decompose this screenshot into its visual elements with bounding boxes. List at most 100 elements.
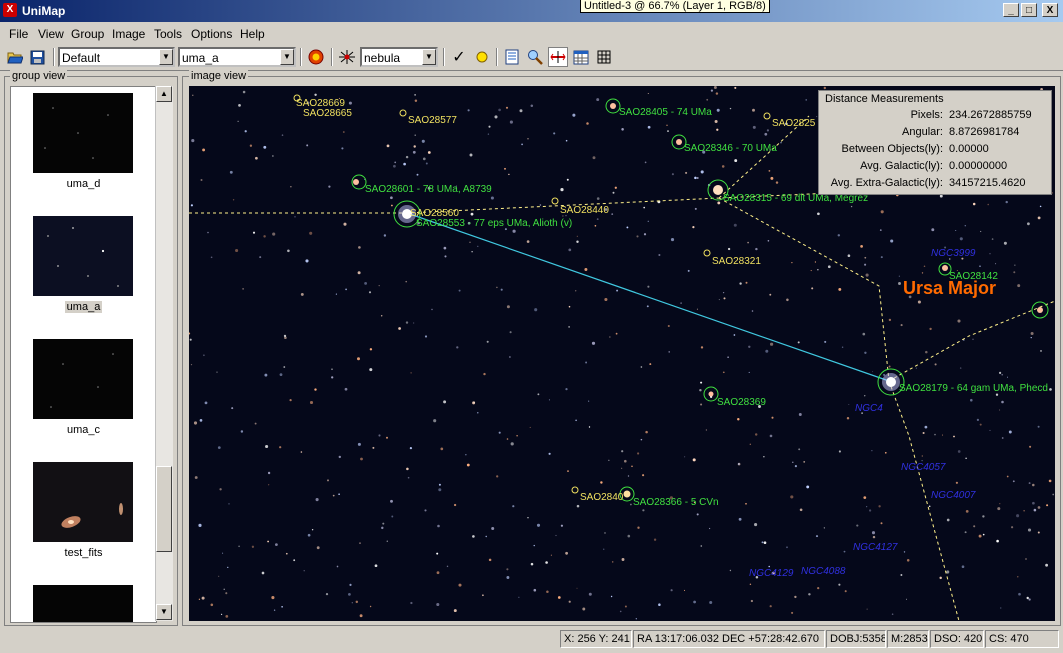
background-star [817,269,819,271]
object-type-select[interactable]: nebula ▼ [360,47,438,67]
background-star [364,281,368,285]
background-star [378,284,380,287]
menu-help[interactable]: Help [240,27,265,41]
background-star [611,561,614,563]
background-star [1028,482,1031,485]
background-star [576,240,579,244]
ngc-label: NGC4127 [853,542,898,553]
circle-marker-icon[interactable] [472,47,492,67]
thumbnail-label: uma_d [66,178,101,190]
group-view-panel [4,76,178,626]
star-tool-icon[interactable] [337,47,357,67]
background-star [700,381,703,384]
background-star [328,185,331,188]
background-star [646,305,649,308]
background-star [1037,506,1041,509]
scroll-thumb[interactable] [156,466,172,552]
background-star [1012,480,1015,483]
menu-options[interactable]: Options [191,27,233,41]
background-star [529,426,531,428]
menu-view[interactable]: View [38,27,64,41]
thumbnail-uma-c[interactable] [33,339,133,419]
open-folder-icon[interactable] [5,47,25,67]
background-star [763,456,765,458]
background-star [306,101,310,105]
background-star [733,334,736,336]
background-star [928,505,931,507]
thumbnail-uma-d[interactable] [33,93,133,173]
background-star [989,429,991,431]
background-star [747,241,749,244]
background-star [837,234,841,237]
menu-group[interactable]: Group [71,27,105,41]
background-star [271,596,275,600]
background-star [604,208,608,211]
thumbnail-test-fits[interactable] [33,462,133,542]
scroll-up-icon[interactable]: ▲ [156,86,172,102]
background-star [496,475,499,478]
thumbnail-label-text: uma_a [64,301,103,313]
toolbar-separator [496,48,498,66]
image-select[interactable]: uma_a ▼ [178,47,296,67]
background-star [643,206,645,209]
background-star [700,545,703,547]
distance-tool-icon[interactable] [548,47,568,67]
background-star [343,222,347,226]
ngc-label: NGC4088 [801,566,846,577]
background-star [465,454,467,456]
background-star [640,438,643,441]
background-star [794,595,797,599]
background-star [1001,400,1004,404]
close-button[interactable]: X [1042,3,1058,17]
grid-overlay-icon[interactable] [594,47,614,67]
background-star [769,293,772,296]
minimize-button[interactable]: _ [1003,3,1019,17]
background-star [335,293,337,295]
save-icon[interactable] [27,47,47,67]
background-star [643,233,647,236]
background-star [576,504,580,508]
background-star [718,299,720,301]
background-star [584,268,588,271]
background-star [227,566,229,568]
menu-file[interactable]: File [9,27,29,41]
background-star [372,446,375,449]
background-star [961,257,964,260]
background-star [413,145,416,148]
profile-select[interactable]: Default ▼ [58,47,175,67]
menu-tools[interactable]: Tools [154,27,183,41]
background-star [533,588,537,592]
group-view-scrollbar[interactable]: ▲ ▼ [155,86,173,621]
background-star [521,143,524,146]
background-star [560,524,564,527]
background-star [771,571,775,575]
background-star [386,540,388,542]
background-star [506,568,509,571]
thumbnail-uma-a[interactable] [33,216,133,296]
background-star [922,431,925,435]
background-star [921,272,924,274]
background-star [838,583,841,586]
detect-objects-icon[interactable] [306,47,326,67]
background-star [477,412,479,414]
app-icon[interactable]: X [3,3,17,17]
group-image-list: uma_d uma_a uma_c test_fits [10,86,157,623]
status-bar: X: 256 Y: 241 RA 13:17:06.032 DEC +57:28… [0,628,1063,650]
document-list-icon[interactable] [502,47,522,67]
scroll-down-icon[interactable]: ▼ [156,604,172,620]
background-star [506,576,510,579]
background-star [798,413,802,416]
checkmark-icon[interactable]: ✓ [452,49,466,66]
grid-table-icon[interactable] [571,47,591,67]
background-star [610,595,613,598]
background-star [1052,493,1055,496]
background-star [991,238,994,240]
background-star [765,349,769,353]
background-star [275,543,278,546]
zoom-search-icon[interactable] [525,47,545,67]
background-star [225,592,228,595]
menu-image[interactable]: Image [112,27,146,41]
maximize-button[interactable]: □ [1021,3,1037,17]
thumbnail-next[interactable] [33,585,133,622]
background-star [279,373,283,377]
